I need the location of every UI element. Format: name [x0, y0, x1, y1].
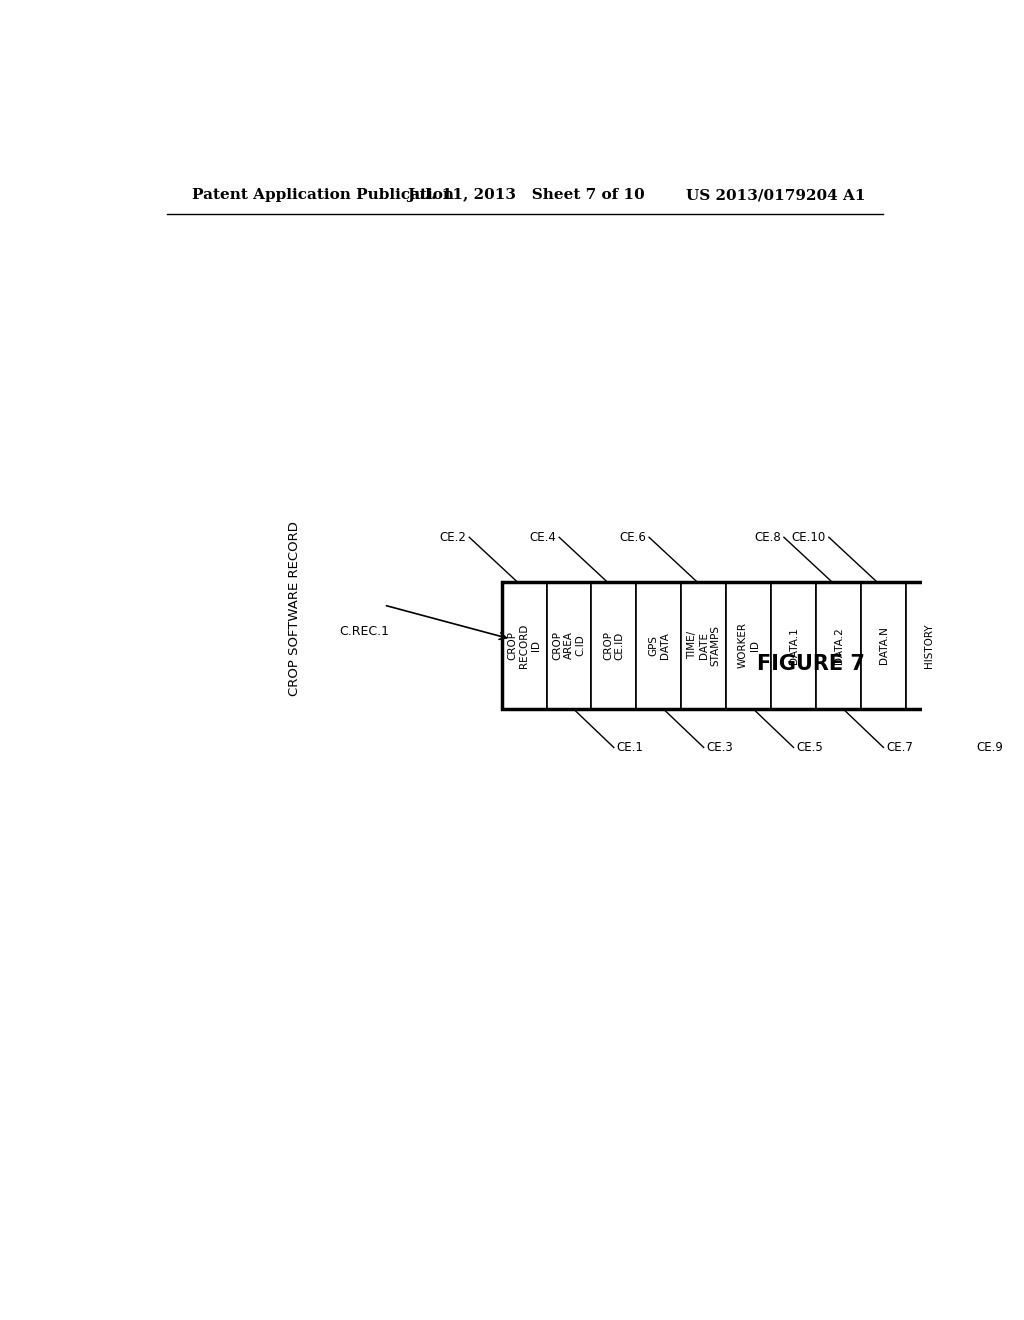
- Bar: [906, 582, 951, 709]
- Bar: [816, 582, 861, 709]
- Bar: [726, 582, 771, 709]
- Text: CROP
RECORD
ID: CROP RECORD ID: [508, 623, 541, 668]
- Text: HISTORY: HISTORY: [924, 623, 934, 668]
- Bar: [681, 582, 726, 709]
- Text: CE.10: CE.10: [792, 531, 825, 544]
- Bar: [502, 582, 951, 709]
- Bar: [861, 582, 906, 709]
- Bar: [547, 582, 592, 709]
- Text: CE.1: CE.1: [616, 741, 644, 754]
- Text: CE.6: CE.6: [620, 531, 646, 544]
- Text: DATA.N: DATA.N: [879, 627, 889, 664]
- Text: TIME/
DATE
STAMPS: TIME/ DATE STAMPS: [687, 624, 721, 665]
- Text: FIGURE 7: FIGURE 7: [757, 655, 864, 675]
- Text: CE.5: CE.5: [797, 741, 823, 754]
- Text: Patent Application Publication: Patent Application Publication: [191, 189, 454, 202]
- Text: CE.8: CE.8: [754, 531, 780, 544]
- Text: Jul. 11, 2013   Sheet 7 of 10: Jul. 11, 2013 Sheet 7 of 10: [407, 189, 645, 202]
- Text: CE.7: CE.7: [887, 741, 913, 754]
- Text: CE.4: CE.4: [529, 531, 556, 544]
- Bar: [592, 582, 636, 709]
- Text: CROP SOFTWARE RECORD: CROP SOFTWARE RECORD: [288, 521, 301, 696]
- Text: C.REC.1: C.REC.1: [339, 626, 389, 639]
- Text: CE.3: CE.3: [707, 741, 733, 754]
- Text: DATA.2: DATA.2: [834, 627, 844, 664]
- Text: CROP
CE.ID: CROP CE.ID: [603, 631, 625, 660]
- Text: CE.2: CE.2: [439, 531, 466, 544]
- Text: GPS
DATA: GPS DATA: [648, 632, 670, 659]
- Text: WORKER
ID: WORKER ID: [738, 623, 760, 668]
- Text: US 2013/0179204 A1: US 2013/0179204 A1: [686, 189, 865, 202]
- Bar: [771, 582, 816, 709]
- Text: CE.9: CE.9: [977, 741, 1004, 754]
- Bar: [502, 582, 547, 709]
- Bar: [636, 582, 681, 709]
- Text: CROP
AREA
C.ID: CROP AREA C.ID: [552, 631, 586, 660]
- Text: DATA.1: DATA.1: [788, 627, 799, 664]
